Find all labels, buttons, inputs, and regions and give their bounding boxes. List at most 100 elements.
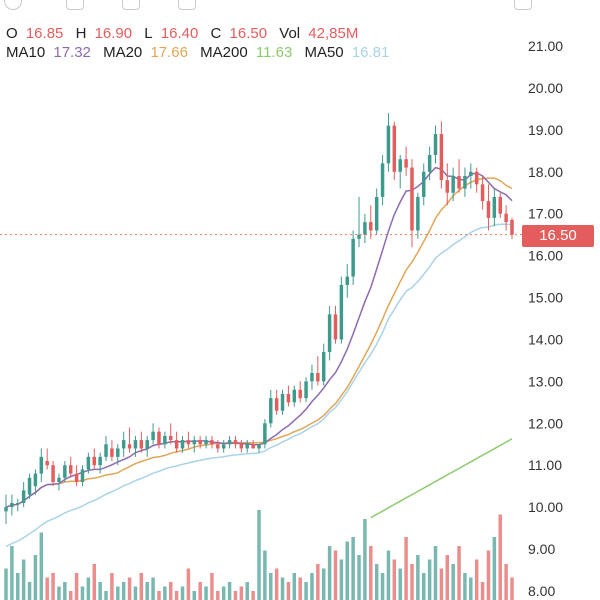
- last-price-badge: 16.50: [522, 225, 594, 247]
- volume-bar: [510, 577, 514, 600]
- volume-bar: [104, 591, 108, 600]
- candle-body: [439, 134, 444, 181]
- candle-body: [369, 222, 373, 231]
- candle-body: [398, 159, 402, 172]
- high-value: 16.90: [94, 25, 133, 42]
- volume-bar: [486, 550, 491, 600]
- candle-body: [327, 314, 332, 353]
- candle-body: [204, 440, 208, 445]
- volume-bar: [174, 591, 179, 600]
- volume-bar: [4, 568, 8, 600]
- volume-bar: [121, 582, 126, 600]
- volume-bar: [204, 586, 208, 600]
- y-tick-label: 12.00: [528, 415, 563, 431]
- candle-body: [274, 398, 279, 411]
- volume-bar: [451, 564, 455, 600]
- candle-body: [57, 477, 61, 482]
- volume-bar: [68, 591, 73, 600]
- candle-body: [492, 196, 497, 218]
- candle-body: [163, 435, 167, 445]
- volume-bar: [339, 559, 344, 600]
- volume-bar: [110, 573, 114, 600]
- volume-bar: [51, 573, 55, 600]
- candle-body: [480, 184, 485, 202]
- candle-body: [74, 473, 79, 482]
- candle-body: [110, 448, 114, 457]
- volume-bar: [369, 546, 373, 600]
- volume-bar: [239, 586, 244, 600]
- volume-bar: [410, 564, 414, 600]
- candle-body: [251, 444, 255, 449]
- candle-body: [427, 155, 432, 172]
- candle-body: [451, 175, 455, 193]
- volume-bar: [21, 559, 26, 600]
- candle-body: [245, 444, 249, 449]
- candle-body: [433, 134, 438, 155]
- candle-body: [39, 456, 44, 474]
- candle-body: [363, 222, 367, 235]
- open-value: 16.85: [25, 25, 64, 42]
- volume-bar: [157, 591, 161, 600]
- candle-body: [92, 456, 97, 466]
- volume-bar: [245, 582, 249, 600]
- volume-bar: [33, 555, 38, 600]
- ma10-label: MA10: [6, 44, 46, 61]
- volume-bar: [210, 573, 214, 600]
- volume-bar: [221, 586, 226, 600]
- candle-body: [504, 213, 508, 223]
- volume-bar: [427, 559, 432, 600]
- volume-bar: [139, 573, 144, 600]
- y-tick-label: 18.00: [528, 164, 563, 180]
- volume-bar: [457, 546, 461, 600]
- candle-body: [333, 314, 338, 340]
- volume-bar: [421, 573, 426, 600]
- candle-body: [321, 352, 326, 382]
- candle-body: [445, 180, 450, 193]
- volume-bar: [480, 582, 485, 600]
- volume-bar: [286, 582, 291, 600]
- y-axis: 21.00 20.00 19.00 18.00 17.00 16.00 15.00 14.00…: [528, 38, 563, 599]
- layout-icon[interactable]: [514, 0, 532, 10]
- draw-icon[interactable]: [178, 0, 196, 10]
- volume-bar: [27, 582, 32, 600]
- volume-bar: [86, 577, 91, 600]
- ohlc-legend: O 16.85 H 16.90 L 16.40 C 16.50 Vol 42,8…: [6, 24, 397, 62]
- volume-bar: [39, 532, 44, 600]
- candle-body: [127, 444, 132, 449]
- candle-body: [310, 373, 314, 382]
- candle-body: [457, 175, 461, 189]
- ma200-line: [370, 438, 513, 519]
- volume-bar: [439, 568, 444, 600]
- volume-bar: [404, 537, 408, 600]
- y-tick-label: 14.00: [528, 331, 563, 347]
- candle-body: [145, 440, 149, 449]
- volume-bar: [145, 582, 149, 600]
- volume-bar: [504, 564, 508, 600]
- volume-bar: [151, 577, 155, 600]
- y-tick-label: 8.00: [528, 583, 555, 599]
- volume-bar: [180, 586, 185, 600]
- volume-bar: [351, 537, 355, 600]
- ma50-line: [5, 223, 513, 548]
- candle-body: [86, 456, 91, 470]
- compare-icon[interactable]: [122, 0, 140, 10]
- candle-body: [151, 431, 155, 441]
- candle-body: [157, 431, 161, 445]
- volume-bar: [463, 573, 467, 600]
- volume-bar: [445, 555, 450, 600]
- ma50-value: 16.81: [351, 44, 390, 61]
- volume-bar: [80, 586, 85, 600]
- volume-bar: [127, 577, 132, 600]
- chart-toolbar: [0, 0, 600, 14]
- ma50-label: MA50: [304, 44, 344, 61]
- volume-bar: [298, 577, 302, 600]
- candle-body: [421, 171, 426, 197]
- candle-body: [51, 465, 55, 482]
- candle-body: [410, 167, 414, 231]
- volume-bar: [57, 586, 61, 600]
- y-tick-label: 11.00: [528, 457, 562, 473]
- y-tick-label: 15.00: [528, 290, 563, 306]
- interval-icon[interactable]: [66, 0, 84, 10]
- y-tick-label: 19.00: [528, 122, 563, 138]
